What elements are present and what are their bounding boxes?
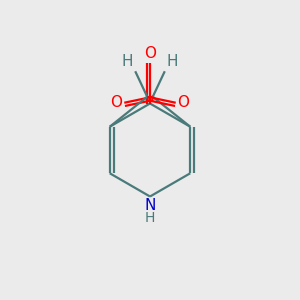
- Text: O: O: [144, 46, 156, 61]
- Text: H: H: [167, 55, 178, 70]
- Text: N: N: [144, 198, 156, 213]
- Text: H: H: [122, 55, 134, 70]
- Text: H: H: [145, 211, 155, 225]
- Text: O: O: [110, 95, 122, 110]
- Text: O: O: [178, 95, 190, 110]
